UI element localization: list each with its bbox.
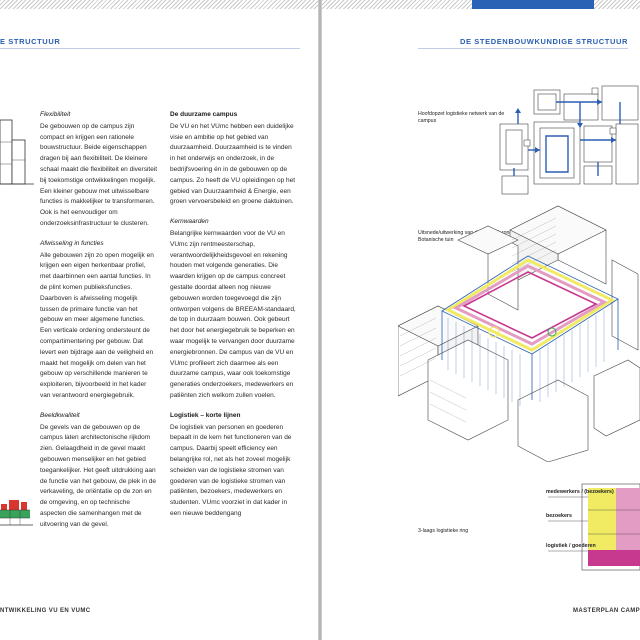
caption-logistieke-ring: 3-laags logistieke ring: [418, 528, 469, 534]
isometric-campus-diagram: [398, 205, 640, 462]
left-page: E STRUCTUUR Flexibiliteit De gebouwen op…: [0, 0, 318, 640]
paragraph-duurzame-campus: De VU en het VUmc hebben een duidelijke …: [170, 122, 296, 206]
top-blue-strip: [472, 0, 594, 9]
top-hatch-strip-right: [322, 0, 472, 9]
function-stack-diagram: [0, 500, 33, 526]
heading-logistiek: Logistiek – korte lijnen: [170, 411, 241, 419]
campus-network-plan: [499, 85, 639, 195]
legend-logistiek: logistiek / goederen: [546, 543, 596, 549]
left-section-header: E STRUCTUUR: [0, 37, 61, 46]
paragraph-logistiek: De logistiek van personen en goederen be…: [170, 423, 292, 517]
right-section-header: DE STEDENBOUWKUNDIGE STRUCTUUR: [460, 37, 628, 46]
book-gutter: [318, 0, 322, 640]
building-profile-diagram: [0, 119, 34, 185]
heading-flexibiliteit: Flexibiliteit: [40, 111, 71, 118]
heading-duurzame-campus: De duurzame campus: [170, 111, 238, 118]
right-header-rule: [418, 48, 628, 49]
paragraph-beeldkwaliteit: De gevels van de gebouwen op de campus l…: [40, 423, 157, 528]
legend-medewerkers: medewerkers / (bezoekers): [546, 489, 614, 495]
right-page: DE STEDENBOUWKUNDIGE STRUCTUUR Hoofdopze…: [322, 0, 640, 640]
left-footer: NTWIKKELING VU EN VUMC: [0, 608, 91, 614]
caption-logistiek-netwerk: Hoofdopzet logistieke netwerk van de cam…: [418, 111, 505, 124]
legend-bezoekers: bezoekers: [546, 513, 572, 519]
heading-kernwaarden: Kernwaarden: [170, 218, 209, 226]
top-hatch-strip-right-end: [594, 0, 640, 9]
paragraph-afwisseling: Alle gebouwen zijn zo open mogelijk en k…: [40, 251, 154, 399]
top-hatch-strip: [0, 0, 318, 9]
right-footer: MASTERPLAN CAMP: [573, 608, 640, 614]
logistics-ring-section: [548, 483, 640, 571]
paragraph-kernwaarden: Belangrijke kernwaarden voor de VU en VU…: [170, 229, 296, 399]
left-header-rule: [0, 48, 300, 49]
paragraph-flexibiliteit: De gebouwen op de campus zijn compact en…: [40, 122, 158, 227]
heading-beeldkwaliteit: Beeldkwaliteit: [40, 411, 80, 419]
heading-afwisseling: Afwisseling in functies: [40, 239, 104, 247]
left-text-column-2: De duurzame campus De VU en het VUmc heb…: [170, 110, 296, 520]
caption-botanische-tuin: Uitsnede/uitwerking van de logistiek ron…: [418, 230, 520, 243]
left-text-column-1: Flexibiliteit De gebouwen op de campus z…: [40, 110, 158, 530]
